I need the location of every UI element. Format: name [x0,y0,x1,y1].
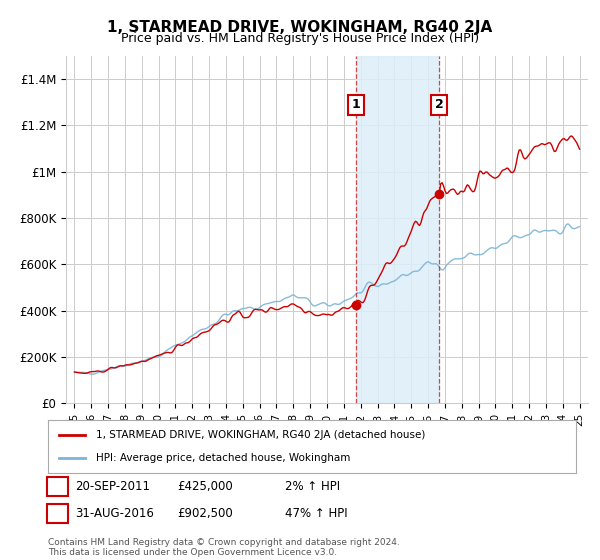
Text: 2: 2 [435,98,443,111]
Bar [356,56,439,403]
Text: Price paid vs. HM Land Registry's House Price Index (HPI): Price paid vs. HM Land Registry's House … [121,32,479,45]
Text: 2% ↑ HPI: 2% ↑ HPI [285,480,340,493]
Text: 20-SEP-2011: 20-SEP-2011 [75,480,150,493]
Text: 1: 1 [352,98,361,111]
Text: Contains HM Land Registry data © Crown copyright and database right 2024.
This d: Contains HM Land Registry data © Crown c… [48,538,400,557]
Text: 47% ↑ HPI: 47% ↑ HPI [285,507,347,520]
Text: 1, STARMEAD DRIVE, WOKINGHAM, RG40 2JA (detached house): 1, STARMEAD DRIVE, WOKINGHAM, RG40 2JA (… [95,430,425,440]
Text: 1, STARMEAD DRIVE, WOKINGHAM, RG40 2JA: 1, STARMEAD DRIVE, WOKINGHAM, RG40 2JA [107,20,493,35]
Text: HPI: Average price, detached house, Wokingham: HPI: Average price, detached house, Woki… [95,453,350,463]
Text: £425,000: £425,000 [177,480,233,493]
Text: £902,500: £902,500 [177,507,233,520]
Text: 31-AUG-2016: 31-AUG-2016 [75,507,154,520]
Text: 2: 2 [53,507,62,520]
Text: 1: 1 [53,480,62,493]
